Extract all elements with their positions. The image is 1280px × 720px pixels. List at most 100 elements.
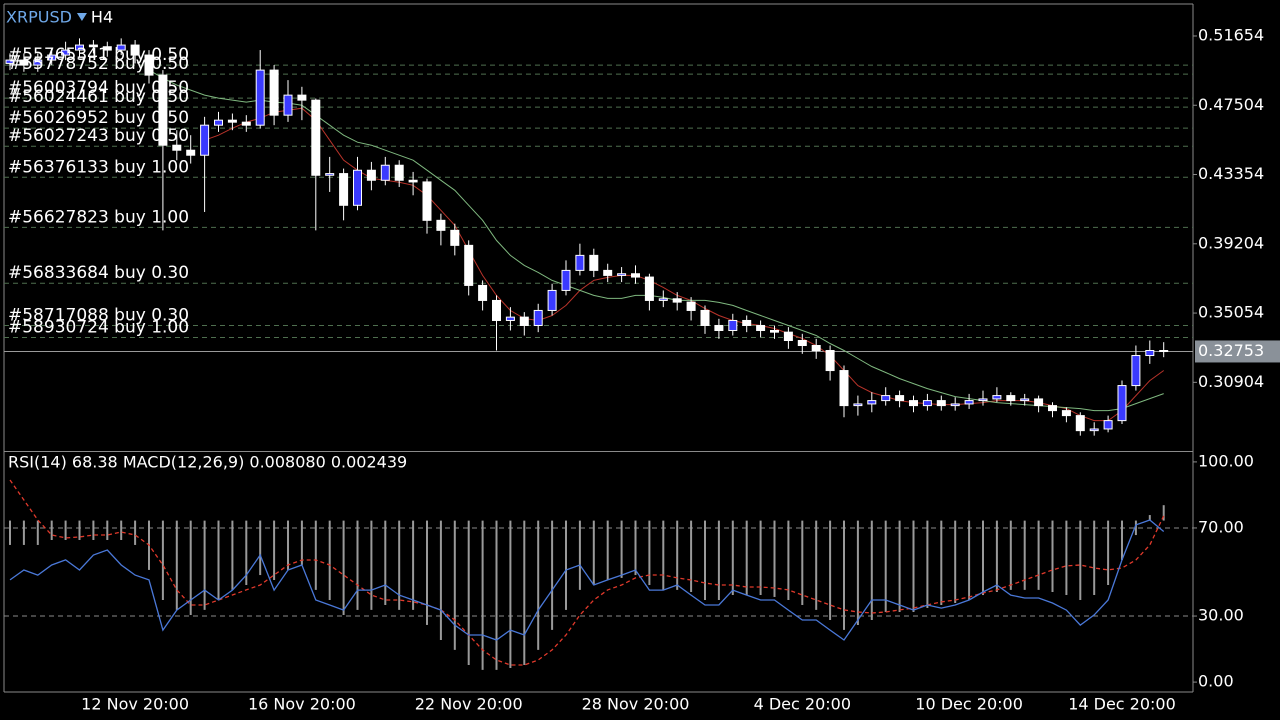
candle-body xyxy=(492,299,501,321)
candle-body xyxy=(978,398,988,402)
candle-body xyxy=(533,309,543,326)
order-label: #58717088 buy 0.30 xyxy=(8,305,189,325)
candle-body xyxy=(936,400,946,407)
candle-body xyxy=(1117,385,1127,422)
candle-body xyxy=(200,124,210,156)
candle-body xyxy=(964,400,974,405)
candle-body xyxy=(311,99,321,176)
x-tick-label: 28 Nov 20:00 xyxy=(582,695,690,714)
candle-body xyxy=(366,169,376,181)
candle-body xyxy=(617,273,627,276)
plot-area xyxy=(4,35,1197,683)
candle-body xyxy=(144,54,154,76)
candle-body xyxy=(1034,398,1044,407)
candle-body xyxy=(950,403,960,407)
candle-body xyxy=(353,169,362,206)
candle-body xyxy=(811,345,821,352)
x-tick-label: 12 Nov 20:00 xyxy=(81,695,189,714)
candle-body xyxy=(283,94,293,116)
candle-body xyxy=(172,144,182,151)
order-label: #55765341 buy 0.50 xyxy=(8,45,189,65)
x-tick-label: 16 Nov 20:00 xyxy=(248,695,356,714)
y-tick-label: 0.43354 xyxy=(1198,164,1264,183)
candle-body xyxy=(519,316,529,326)
candle-body xyxy=(714,324,724,331)
candle-body xyxy=(408,179,418,183)
candle-body xyxy=(1020,398,1030,402)
candle-body xyxy=(325,173,335,176)
candle-body xyxy=(339,173,349,206)
candle-body xyxy=(130,44,140,56)
candle-body xyxy=(631,273,640,278)
candle-body xyxy=(672,298,682,303)
candle-body xyxy=(450,229,460,246)
x-tick-label: 14 Dec 20:00 xyxy=(1068,695,1176,714)
candle-body xyxy=(547,289,557,311)
candle-body xyxy=(561,269,571,291)
order-label: #56627823 buy 1.00 xyxy=(8,207,189,227)
order-label: #56003794 buy 0.50 xyxy=(8,78,189,98)
y-tick-label: 0.47504 xyxy=(1198,95,1264,114)
y-tick-label: 0.35054 xyxy=(1198,303,1264,322)
candle-body xyxy=(227,119,237,123)
candle-body xyxy=(19,59,29,66)
candle-body xyxy=(88,44,98,48)
candle-body xyxy=(783,331,793,342)
candle-body xyxy=(881,395,891,402)
indicator-title: RSI(14) 68.38 MACD(12,26,9) 0.008080 0.0… xyxy=(8,453,407,472)
candle-body xyxy=(589,254,599,271)
order-label: #56024461 buy 0.50 xyxy=(8,87,189,107)
candle-body xyxy=(61,49,71,56)
candle-body xyxy=(505,316,515,321)
symbol-dropdown-icon[interactable] xyxy=(76,13,87,21)
main-panel-frame xyxy=(3,3,1194,693)
candle-body xyxy=(700,309,710,326)
candle-body xyxy=(658,298,668,301)
candle-body xyxy=(686,301,696,311)
current-price-box xyxy=(1195,340,1280,363)
candle-body xyxy=(867,400,877,405)
candle-body xyxy=(297,94,307,101)
candle-body xyxy=(1089,428,1099,432)
candle-body xyxy=(770,329,779,333)
y-tick-label: 100.00 xyxy=(1198,451,1254,470)
candle-body xyxy=(728,319,738,331)
y-tick-label: 0.39204 xyxy=(1198,233,1264,252)
candle-body xyxy=(603,269,613,276)
order-label: #56026952 buy 0.50 xyxy=(8,108,189,128)
candle-body xyxy=(839,370,849,407)
candle-body xyxy=(1006,395,1016,402)
candle-body xyxy=(464,244,474,286)
candle-body xyxy=(116,44,126,51)
y-tick-label: 30.00 xyxy=(1198,606,1244,625)
candle-body xyxy=(394,164,404,181)
y-tick-label: 70.00 xyxy=(1198,517,1244,536)
labels: XRPUSD H4 RSI(14) 68.38 MACD(12,26,9) 0.… xyxy=(6,8,1280,714)
candle-body xyxy=(75,44,84,51)
candle-body xyxy=(255,69,265,126)
candle-body xyxy=(992,395,1002,400)
candle-body xyxy=(1075,415,1085,432)
y-tick-label: 0.30904 xyxy=(1198,372,1264,391)
y-tick-label: 0.51654 xyxy=(1198,25,1264,44)
order-label: #56376133 buy 1.00 xyxy=(8,157,189,177)
candle-body xyxy=(1103,420,1113,430)
candle-body xyxy=(241,121,251,126)
candle-body xyxy=(1145,350,1155,357)
candle-body xyxy=(895,395,905,402)
candle-body xyxy=(1131,355,1141,387)
candle-body xyxy=(214,119,223,126)
candle-body xyxy=(436,219,446,231)
candle-body xyxy=(1048,405,1057,412)
candle-body xyxy=(478,284,488,301)
candle-body xyxy=(33,59,43,66)
candle-body xyxy=(102,46,112,51)
y-tick-label: 0.00 xyxy=(1198,672,1234,691)
candle-body xyxy=(1159,350,1169,353)
candle-body xyxy=(1061,410,1071,417)
x-tick-label: 22 Nov 20:00 xyxy=(415,695,523,714)
rsi-line xyxy=(9,519,1165,641)
candle-body xyxy=(575,254,585,271)
symbol: XRPUSD xyxy=(6,8,72,27)
